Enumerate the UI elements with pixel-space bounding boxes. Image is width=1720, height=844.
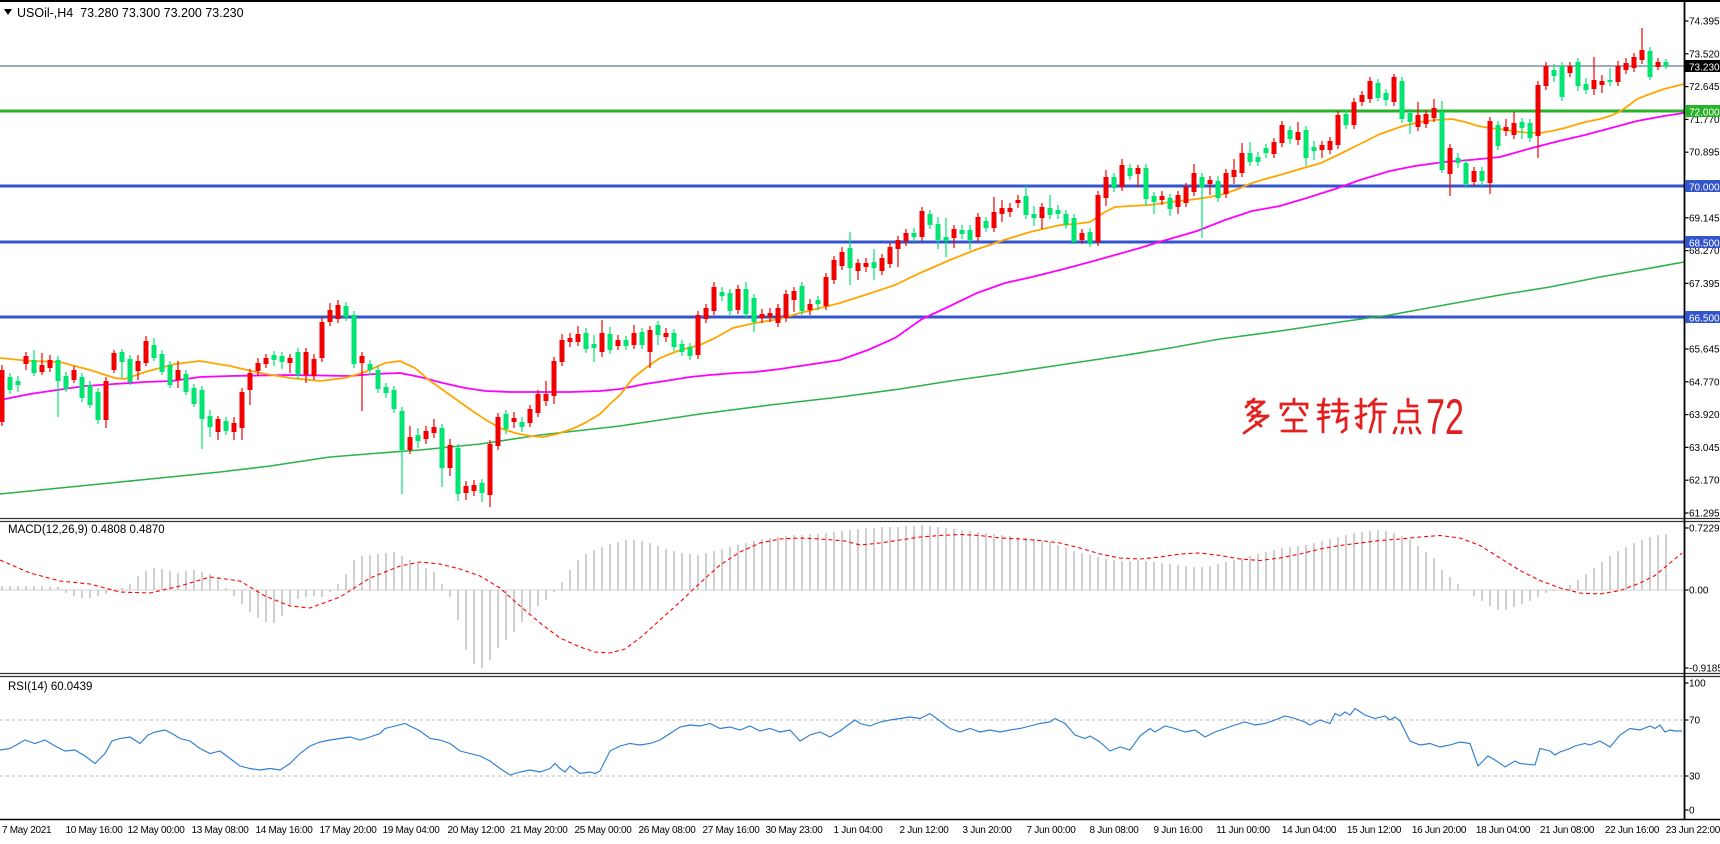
svg-text:18 Jun 04:00: 18 Jun 04:00 [1476, 825, 1531, 836]
svg-text:0: 0 [1689, 806, 1695, 817]
svg-text:61.295: 61.295 [1689, 509, 1720, 520]
svg-text:23 Jun 22:00: 23 Jun 22:00 [1666, 825, 1720, 836]
svg-text:69.145: 69.145 [1689, 213, 1720, 224]
svg-text:67.395: 67.395 [1689, 279, 1720, 290]
svg-text:72: 72 [1426, 389, 1464, 445]
svg-text:RSI(14) 60.0439: RSI(14) 60.0439 [8, 681, 92, 693]
svg-text:70: 70 [1689, 716, 1701, 727]
svg-text:73.520: 73.520 [1689, 49, 1720, 60]
svg-text:26 May 08:00: 26 May 08:00 [639, 825, 697, 836]
svg-text:9 Jun 16:00: 9 Jun 16:00 [1154, 825, 1204, 836]
svg-text:30 May 23:00: 30 May 23:00 [766, 825, 824, 836]
svg-text:22 Jun 16:00: 22 Jun 16:00 [1605, 825, 1660, 836]
svg-text:72.000: 72.000 [1689, 108, 1720, 119]
svg-text:63.045: 63.045 [1689, 443, 1720, 454]
svg-text:66.500: 66.500 [1689, 314, 1720, 325]
svg-text:70.895: 70.895 [1689, 148, 1720, 159]
svg-text:2 Jun 12:00: 2 Jun 12:00 [900, 825, 950, 836]
svg-text:70.000: 70.000 [1689, 183, 1720, 194]
svg-text:63.920: 63.920 [1689, 410, 1720, 421]
svg-text:64.770: 64.770 [1689, 377, 1720, 388]
svg-text:72.645: 72.645 [1689, 82, 1720, 93]
svg-text:25 May 00:00: 25 May 00:00 [575, 825, 633, 836]
svg-text:7 Jun 00:00: 7 Jun 00:00 [1027, 825, 1077, 836]
svg-text:12 May 00:00: 12 May 00:00 [128, 825, 186, 836]
svg-text:65.645: 65.645 [1689, 345, 1720, 356]
svg-text:62.170: 62.170 [1689, 476, 1720, 487]
svg-text:14 Jun 04:00: 14 Jun 04:00 [1282, 825, 1337, 836]
svg-text:17 May 20:00: 17 May 20:00 [320, 825, 378, 836]
svg-text:14 May 16:00: 14 May 16:00 [256, 825, 314, 836]
svg-text:-0.9185: -0.9185 [1689, 664, 1720, 675]
svg-text:71.770: 71.770 [1689, 115, 1720, 126]
svg-text:74.395: 74.395 [1689, 17, 1720, 28]
svg-text:68.500: 68.500 [1689, 239, 1720, 250]
svg-text:100: 100 [1689, 679, 1706, 690]
svg-text:0.7229: 0.7229 [1689, 524, 1720, 535]
svg-text:11 Jun 00:00: 11 Jun 00:00 [1216, 825, 1270, 836]
svg-text:8 Jun 08:00: 8 Jun 08:00 [1090, 825, 1140, 836]
svg-text:7 May 2021: 7 May 2021 [2, 825, 52, 836]
svg-text:0.00: 0.00 [1689, 586, 1709, 597]
svg-text:30: 30 [1689, 772, 1701, 783]
svg-text:27 May 16:00: 27 May 16:00 [703, 825, 761, 836]
svg-text:3 Jun 20:00: 3 Jun 20:00 [963, 825, 1013, 836]
svg-text:21 Jun 08:00: 21 Jun 08:00 [1540, 825, 1595, 836]
svg-text:20 May 12:00: 20 May 12:00 [448, 825, 506, 836]
svg-text:USOil-,H4 73.280 73.300 73.20: USOil-,H4 73.280 73.300 73.200 73.230 [17, 6, 244, 20]
svg-text:16 Jun 20:00: 16 Jun 20:00 [1412, 825, 1467, 836]
svg-text:73.230: 73.230 [1689, 63, 1720, 74]
svg-text:MACD(12,26,9) 0.4808 0.4870: MACD(12,26,9) 0.4808 0.4870 [8, 524, 165, 536]
svg-text:15 Jun 12:00: 15 Jun 12:00 [1347, 825, 1402, 836]
svg-text:1 Jun 04:00: 1 Jun 04:00 [834, 825, 884, 836]
svg-text:13 May 08:00: 13 May 08:00 [192, 825, 250, 836]
svg-text:68.270: 68.270 [1689, 246, 1720, 257]
svg-text:10 May 16:00: 10 May 16:00 [66, 825, 124, 836]
svg-text:19 May 04:00: 19 May 04:00 [383, 825, 441, 836]
svg-text:21 May 20:00: 21 May 20:00 [511, 825, 569, 836]
